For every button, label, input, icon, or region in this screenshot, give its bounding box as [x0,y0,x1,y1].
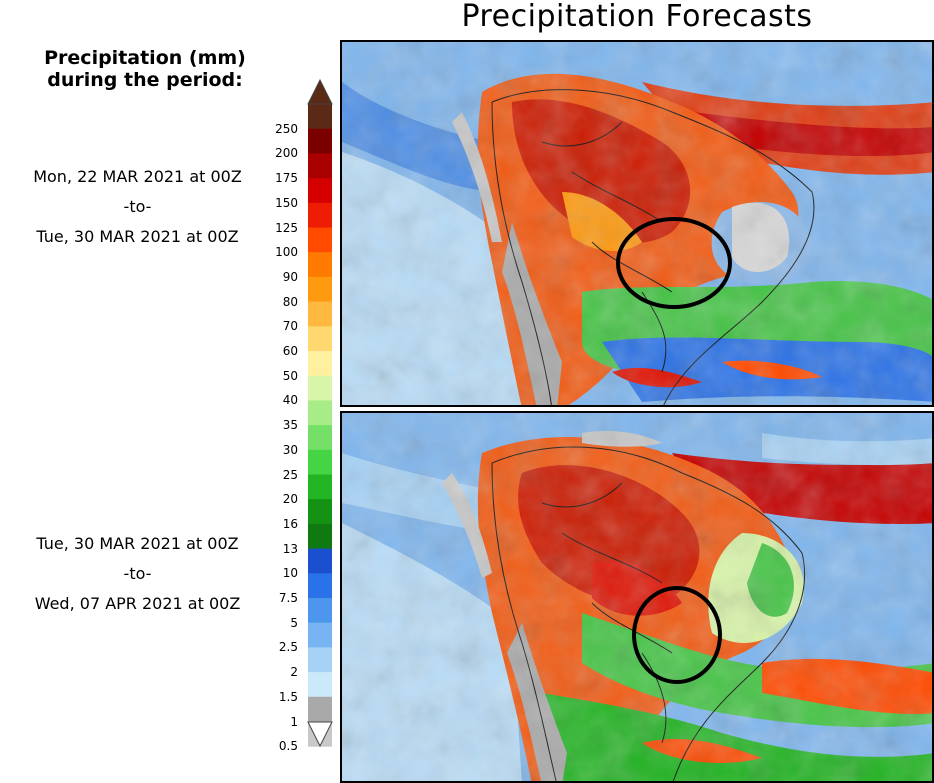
colorbar-cell [308,499,332,525]
colorbar-tick-label: 70 [282,319,298,334]
colorbar-tick-label: 2.5 [278,640,298,655]
period-1-label: Mon, 22 MAR 2021 at 00Z -to- Tue, 30 MAR… [0,162,275,252]
colorbar-tick-label: 2 [290,665,298,680]
colorbar-cell [308,128,332,154]
colorbar-cell [308,622,332,648]
colorbar-cell [308,400,332,426]
colorbar-tick-label: 60 [282,344,298,358]
colorbar-cell [308,548,332,574]
legend-title: Precipitation (mm) during the period: [0,47,290,91]
colorbar-cell [308,276,332,303]
legend-title-line2: during the period: [47,69,243,91]
colorbar-tick-label: 1 [290,714,298,729]
colorbar-tick-label: 5 [290,615,298,630]
colorbar-tick-label: 13 [282,541,298,556]
colorbar-cell [308,523,332,550]
colorbar-cell [308,178,332,204]
legend-title-line1: Precipitation (mm) [44,47,246,69]
colorbar-tick-label: 40 [282,393,298,408]
colorbar-tick-label: 10 [282,566,298,581]
colorbar [307,78,333,748]
colorbar-tick-label: 1.5 [278,689,298,704]
colorbar-top-arrow [307,78,333,105]
highlight-circle-1 [616,217,732,309]
period-1-from: Mon, 22 MAR 2021 at 00Z [33,167,242,186]
page-title: Precipitation Forecasts [461,0,813,34]
colorbar-cell [308,227,332,253]
colorbar-tick-label: 250 [275,121,298,136]
period-2-sep: -to- [123,564,152,583]
colorbar-tick-label: 7.5 [278,591,298,605]
period-1-sep: -to- [123,197,152,216]
colorbar-cell [308,252,332,278]
colorbar-tick-label: 20 [282,492,298,507]
colorbar-cell [308,104,332,130]
colorbar-tick-label: 25 [282,467,298,482]
colorbar-cell [308,202,332,228]
colorbar-tick-label: 175 [275,171,298,186]
colorbar-tick-label: 90 [282,269,298,284]
colorbar-tick-label: 80 [282,294,298,309]
colorbar-tick-label: 50 [282,368,298,383]
colorbar-tick-label: 150 [275,195,298,210]
colorbar-cell [308,647,332,673]
colorbar-cell [308,696,332,722]
colorbar-tick-label: 200 [275,146,298,161]
forecast-map-period-1 [340,40,934,407]
colorbar-tick-label: 100 [275,245,298,260]
colorbar-cell [308,153,332,179]
colorbar-cell [308,425,332,451]
highlight-circle-2 [632,586,722,684]
colorbar-cell [308,672,332,698]
colorbar-cell [308,598,332,624]
colorbar-bottom-arrow [307,721,333,748]
period-2-label: Tue, 30 MAR 2021 at 00Z -to- Wed, 07 APR… [0,529,275,619]
colorbar-tick-label: 125 [275,220,298,235]
period-1-to: Tue, 30 MAR 2021 at 00Z [36,227,239,246]
colorbar-cell [308,573,332,599]
colorbar-cell [308,351,332,377]
colorbar-tick-label: 30 [282,442,298,457]
period-2-from: Tue, 30 MAR 2021 at 00Z [36,534,239,553]
period-2-to: Wed, 07 APR 2021 at 00Z [34,594,241,613]
colorbar-cell [308,301,332,327]
colorbar-cell [308,449,332,475]
colorbar-cell [308,326,332,352]
colorbar-tick-label: 16 [282,516,298,531]
colorbar-cell [308,474,332,500]
colorbar-tick-label: 0.5 [278,739,298,754]
forecast-map-period-2 [340,411,934,783]
colorbar-cell [308,375,332,401]
colorbar-tick-label: 35 [282,418,298,433]
